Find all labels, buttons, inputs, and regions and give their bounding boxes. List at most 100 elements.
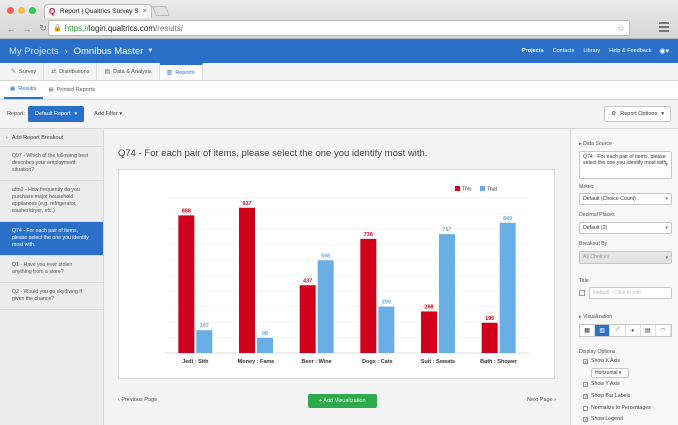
distributions-icon: ⇄ <box>51 69 57 75</box>
project-name[interactable]: Omnibus Master <box>73 45 144 57</box>
chevron-down-icon: ▾ <box>74 111 78 117</box>
tab-label: Survey <box>19 68 37 75</box>
add-report-breakout-button[interactable]: ‹ Add Report Breakout <box>0 129 103 147</box>
nav-library[interactable]: Library <box>583 48 601 54</box>
maximize-window-button[interactable] <box>29 7 36 14</box>
sidebar-item-q1[interactable]: Q1 - Have you ever stolen anything from … <box>0 256 103 283</box>
next-page-button[interactable]: Next Page › <box>527 397 556 403</box>
tab-data-analysis[interactable]: ▤ Data & Analysis <box>97 63 160 80</box>
bar-that <box>439 234 455 353</box>
table-viz-icon[interactable]: ▦ <box>580 325 596 336</box>
orientation-value: Horizontal <box>595 370 618 376</box>
report-options-button[interactable]: ⚙ Report Options ▾ <box>604 106 671 122</box>
browser-menu-icon[interactable] <box>659 22 669 32</box>
axis-orientation-select[interactable]: Horizontal ▾ <box>591 368 629 378</box>
window-controls <box>7 7 36 14</box>
tab-printed-reports[interactable]: ▤ Printed Reports <box>43 81 101 99</box>
add-breakout-label: Add Report Breakout <box>11 134 64 141</box>
left-sidebar: ‹ Add Report Breakout Q97 - Which of the… <box>0 129 104 425</box>
chevron-down-icon: ▾ <box>119 111 123 117</box>
address-bar[interactable]: 🔒 https://login.qualtrics.com/results/ ☆ <box>48 20 630 36</box>
checkbox-checked[interactable]: ✓ <box>583 381 588 387</box>
breakout-by-select[interactable]: All Choices ▾ <box>579 251 672 264</box>
header-links: Projects Contacts Library Help & Feedbac… <box>522 48 651 54</box>
show-y-axis-option[interactable]: ✓ Show Y Axis <box>583 381 620 387</box>
checkbox-unchecked[interactable] <box>583 405 588 411</box>
report-select[interactable]: Default Report ▾ <box>28 106 85 122</box>
checkbox-checked[interactable]: ✓ <box>583 358 588 364</box>
bar-label: 268 <box>424 304 433 310</box>
decimal-places-select[interactable]: Default (2) ▾ <box>579 222 672 234</box>
primary-tabs: ✎ Survey ⇄ Distributions ▤ Data & Analysis … <box>0 63 678 81</box>
visualization-text: Visualization <box>583 314 613 320</box>
checkbox-checked[interactable]: ✓ <box>583 393 588 399</box>
browser-nav: ← → ↻ <box>0 18 678 39</box>
data-source-text: Data Source <box>583 141 612 147</box>
add-filter-button[interactable]: Add Filter ▾ <box>94 111 122 117</box>
option-label: Show Legend <box>591 416 623 422</box>
browser-chrome: Q Report | Qualtrics Survey S × ← → ↻ 🔒 … <box>0 0 678 39</box>
legend-swatch-this <box>455 186 460 191</box>
title-input[interactable]: Default - Click to edit <box>589 287 672 299</box>
data-source-select[interactable]: Q74 - For each pair of items, please sel… <box>579 151 672 179</box>
sidebar-item-q97[interactable]: Q97 - Which of the following best descri… <box>0 147 103 181</box>
add-visualization-button[interactable]: + Add Visualization <box>308 394 377 408</box>
url-host: login.qualtrics.com <box>88 23 155 33</box>
breadcrumb-my-projects[interactable]: My Projects <box>9 45 59 57</box>
nav-help-feedback[interactable]: Help & Feedback <box>609 48 652 54</box>
reload-icon[interactable]: ↻ <box>39 23 47 33</box>
sidebar-item-q74[interactable]: Q74 - For each pair of items, please sel… <box>0 222 103 256</box>
gauge-viz-icon[interactable]: ◠ <box>656 325 672 336</box>
chart-container[interactable]: 888 147 Jedi : Sith 937 98 Money : Fame 437 598… <box>118 169 555 379</box>
close-window-button[interactable] <box>7 7 14 14</box>
checkbox-checked[interactable]: ✓ <box>583 416 588 422</box>
previous-page-button[interactable]: ‹ Previous Page <box>118 397 157 403</box>
sidebar-item-q2[interactable]: Q2 - Would you go skydiving if given the… <box>0 283 103 310</box>
bar-label: 888 <box>182 208 191 214</box>
line-chart-viz-icon[interactable]: ⟋ <box>610 325 626 336</box>
bar-label: 736 <box>364 232 373 238</box>
pie-chart-viz-icon[interactable]: ◕ <box>626 325 641 336</box>
next-page-label: Next Page <box>526 397 553 403</box>
show-bar-labels-option[interactable]: ✓ Show Bar Labels <box>583 393 630 399</box>
show-legend-option[interactable]: ✓ Show Legend <box>583 416 623 422</box>
bar-that <box>499 222 516 353</box>
tab-label: Results <box>18 86 37 92</box>
nav-contacts[interactable]: Contacts <box>552 48 575 54</box>
chevron-left-icon: ‹ <box>6 134 8 141</box>
back-icon[interactable]: ← <box>6 23 16 34</box>
minimize-window-button[interactable] <box>18 7 25 14</box>
url-protocol: https:// <box>64 23 89 33</box>
browser-tab[interactable]: Q Report | Qualtrics Survey S × <box>44 4 152 18</box>
title-checkbox[interactable] <box>579 290 585 296</box>
bar-label: 598 <box>321 253 330 259</box>
x-tick-label: Dogs : Cats <box>362 359 393 365</box>
metric-value: Default (Choice Count) <box>583 196 636 202</box>
sidebar-item-attn2[interactable]: attn2 - How frequently do you purchase m… <box>0 181 103 222</box>
tab-results[interactable]: ▦ Results <box>4 81 43 99</box>
option-label: Show Bar Labels <box>591 393 631 399</box>
chevron-down-icon[interactable]: ▼ <box>147 48 154 54</box>
normalize-option[interactable]: Normalize to Percentages <box>583 405 651 411</box>
chevron-down-icon: ▾ <box>618 370 622 376</box>
forward-icon[interactable]: → <box>22 23 32 34</box>
tab-distributions[interactable]: ⇄ Distributions <box>44 63 98 80</box>
chevron-down-icon: ▸ <box>579 141 582 147</box>
show-x-axis-option[interactable]: ✓ Show X Axis <box>583 358 620 364</box>
tab-survey[interactable]: ✎ Survey <box>4 63 45 80</box>
grid-viz-icon[interactable]: ▤ <box>641 325 656 336</box>
bookmark-star-icon[interactable]: ☆ <box>616 22 625 33</box>
x-tick-label: Suit : Sweats <box>421 359 455 365</box>
bar-label: 195 <box>485 316 494 322</box>
x-tick-label: Jedi : Sith <box>182 359 209 365</box>
nav-projects[interactable]: Projects <box>521 48 544 54</box>
tab-reports[interactable]: ▥ Reports <box>159 63 203 80</box>
visualization-label: ▸ Visualization <box>579 314 612 320</box>
close-tab-icon[interactable]: × <box>142 8 147 15</box>
metric-select[interactable]: Default (Choice Count) ▾ <box>579 193 672 205</box>
new-tab-button[interactable] <box>152 6 170 16</box>
bar-this <box>481 322 498 353</box>
user-avatar-icon[interactable]: ◉▾ <box>659 48 669 55</box>
bar-chart-viz-icon[interactable]: ▥ <box>595 325 611 336</box>
bar-label: 98 <box>262 331 268 337</box>
